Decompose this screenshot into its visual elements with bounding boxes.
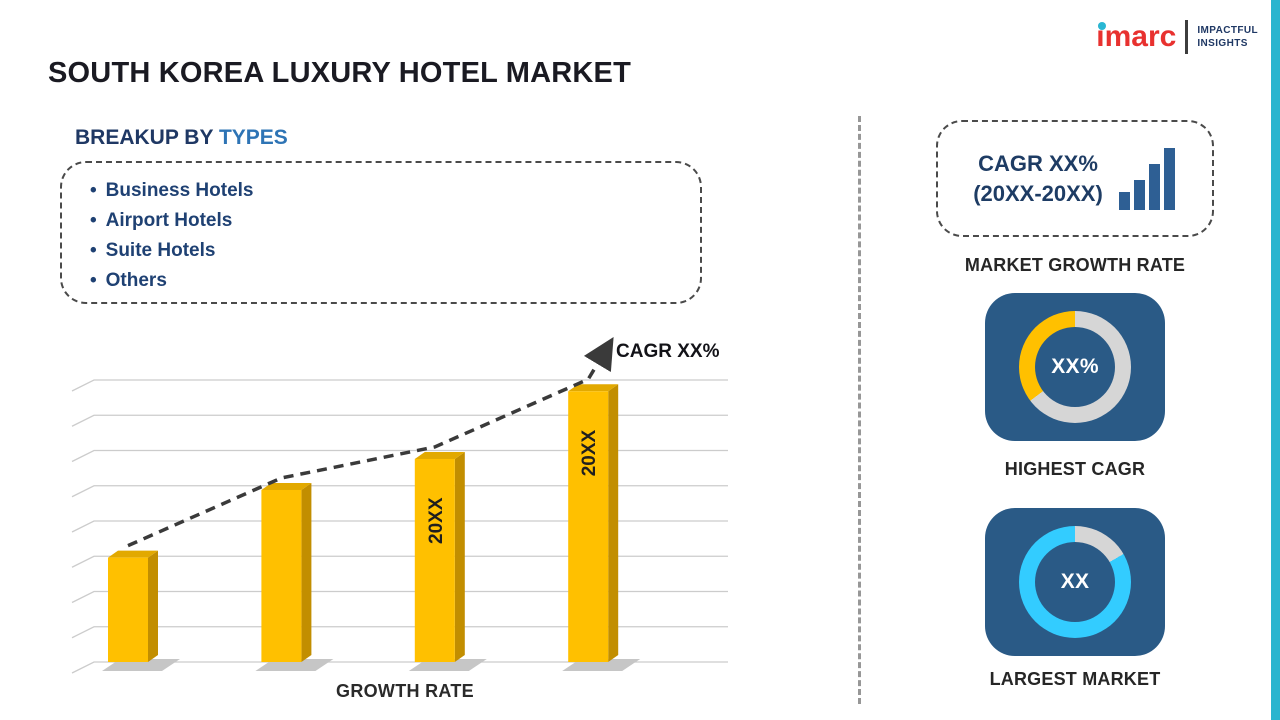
section-divider [858, 116, 861, 704]
list-item: • Others [90, 266, 700, 296]
breakup-item-label: Others [105, 270, 167, 291]
page-title: SOUTH KOREA LUXURY HOTEL MARKET [48, 57, 631, 89]
right-edge-accent-bar [1271, 0, 1280, 720]
logo-tagline: IMPACTFUL INSIGHTS [1197, 24, 1258, 50]
breakup-heading-prefix: BREAKUP BY [75, 126, 219, 149]
market-growth-rate-box: CAGR XX% (20XX-20XX) [936, 120, 1214, 237]
list-item: • Suite Hotels [90, 236, 700, 266]
logo-divider [1185, 20, 1189, 54]
breakup-heading: BREAKUP BY TYPES [75, 126, 288, 150]
bullet-icon: • [90, 240, 97, 261]
highest-cagr-card: XX% [985, 293, 1165, 441]
cagr-line2: (20XX-20XX) [973, 180, 1103, 206]
breakup-types-list: • Business Hotels • Airport Hotels • Suite … [90, 176, 700, 296]
highest-cagr-caption: HIGHEST CAGR [1004, 459, 1146, 479]
breakup-types-box: • Business Hotels • Airport Hotels • Suite … [60, 161, 702, 304]
bullet-icon: • [90, 210, 97, 231]
cagr-line1: CAGR XX% [978, 150, 1098, 176]
breakup-item-label: Business Hotels [105, 180, 254, 201]
imarc-logo-wordmark: imarc [1096, 22, 1176, 52]
growth-bars-icon [1118, 147, 1175, 210]
svg-text:20XX: 20XX [426, 497, 447, 544]
breakup-item-label: Suite Hotels [105, 240, 216, 261]
breakup-item-label: Airport Hotels [105, 210, 233, 231]
logo-tagline-line2: INSIGHTS [1197, 38, 1248, 49]
svg-text:20XX: 20XX [579, 429, 600, 476]
highest-cagr-value: XX% [1035, 327, 1115, 407]
growth-bar-chart: 20XX 20XX [71, 336, 728, 674]
imarc-logo-text: imarc [1096, 20, 1177, 53]
bullet-icon: • [90, 180, 97, 201]
market-growth-rate-caption: MARKET GROWTH RATE [964, 255, 1186, 275]
growth-chart: 20XX 20XX [60, 335, 750, 685]
imarc-logo: imarc IMPACTFUL INSIGHTS [1096, 20, 1258, 54]
largest-market-card: XX [985, 508, 1165, 656]
chart-trend-label: CAGR XX% [616, 341, 720, 362]
bullet-icon: • [90, 270, 97, 291]
breakup-heading-highlight: TYPES [218, 126, 288, 149]
largest-market-caption: LARGEST MARKET [989, 669, 1161, 689]
imarc-logo-dot-icon [1098, 22, 1107, 30]
list-item: • Airport Hotels [90, 206, 700, 236]
highest-cagr-donut: XX% [1019, 311, 1131, 423]
largest-market-donut: XX [1019, 526, 1131, 638]
chart-xaxis-label: GROWTH RATE [336, 681, 474, 701]
cagr-text: CAGR XX% (20XX-20XX) [973, 149, 1103, 208]
list-item: • Business Hotels [90, 176, 700, 206]
largest-market-value: XX [1035, 542, 1115, 622]
logo-tagline-line1: IMPACTFUL [1197, 25, 1258, 36]
